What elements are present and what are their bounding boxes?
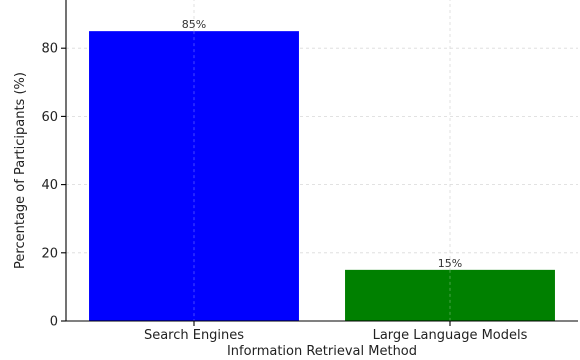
y-ticks: 020406080100 [41,42,66,330]
y-axis-title: Percentage of Participants (%) [13,72,28,269]
data-label: 15% [438,257,462,270]
bar [89,31,299,322]
data-label: 85% [182,18,206,31]
x-tick-label: Search Engines [144,328,244,343]
y-tick-label: 20 [41,246,58,261]
y-tick-label: 0 [50,315,58,330]
y-tick-label: 40 [41,178,58,193]
axes [65,0,578,322]
y-tick-label: 80 [41,42,58,57]
y-tick-label: 60 [41,110,58,125]
data-labels: 85% 15% [182,18,462,270]
bar [345,269,555,321]
x-tick-label: Large Language Models [373,328,528,343]
x-axis-title: Information Retrieval Method [227,344,417,359]
bars [89,31,555,322]
x-ticks: Search Engines Large Language Models [144,321,528,343]
